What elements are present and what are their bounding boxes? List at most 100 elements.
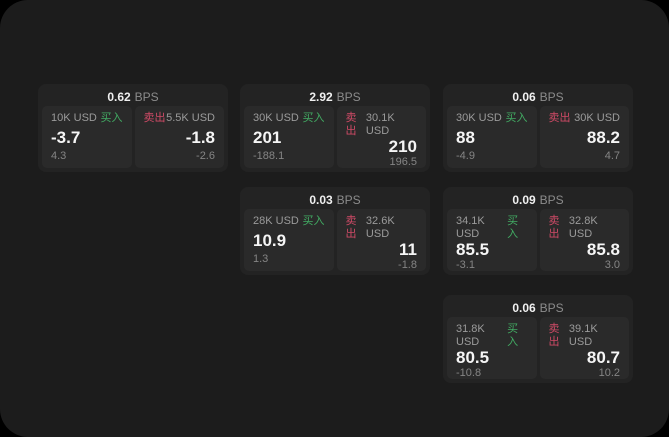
quote-card: 0.09 BPS 34.1K USD 买入 85.5 -3.1 卖出 32.8K USD 85.… [443, 187, 633, 275]
card-header: 0.62 BPS [42, 88, 224, 106]
sell-price-value: 80.7 [586, 348, 620, 367]
bps-value: 0.06 [512, 301, 536, 315]
sell-price-value: 11 [399, 240, 417, 259]
sell-top-row: 卖出 30K USD [549, 112, 621, 125]
buy-panel[interactable]: 30K USD 买入 88 -4.9 [447, 106, 537, 168]
buy-notional-label: 28K USD [253, 215, 299, 227]
buy-notional-label: 31.8K USD [456, 323, 485, 348]
buy-panel[interactable]: 34.1K USD 买入 85.5 -3.1 [447, 209, 537, 271]
buy-side-label: 买入 [302, 112, 325, 124]
sell-panel[interactable]: 卖出 30.1K USD 210 196.5 [336, 106, 426, 168]
buy-top-row: 30K USD 买入 [456, 112, 528, 125]
buy-delta-value: -4.9 [456, 150, 475, 162]
quote-card: 0.06 BPS 31.8K USD 买入 80.5 -10.8 卖出 39.1K USD 80… [443, 295, 633, 383]
buy-delta-value: -10.8 [456, 367, 482, 379]
sell-notional-label: 32.8K USD [568, 215, 598, 240]
buy-notional-label: 30K USD [456, 112, 502, 124]
bps-value: 0.03 [309, 193, 333, 207]
sell-panel[interactable]: 卖出 39.1K USD 80.7 10.2 [539, 317, 629, 379]
sell-delta-value: 10.2 [598, 367, 620, 379]
quote-panels: 30K USD 买入 88 -4.9 卖出 30K USD 88.2 4.7 [447, 106, 629, 168]
sell-price-value: 210 [388, 137, 417, 156]
buy-top-row: 28K USD 买入 [253, 215, 325, 228]
buy-price-value: 80.5 [456, 348, 490, 367]
buy-notional-label: 30K USD [253, 112, 299, 124]
sell-top-row: 卖出 39.1K USD [549, 323, 621, 349]
sell-price-value: 85.8 [586, 240, 620, 259]
card-header: 2.92 BPS [244, 88, 426, 106]
card-header: 0.09 BPS [447, 191, 629, 209]
sell-notional-label: 30.1K USD [365, 112, 395, 137]
bps-value: 0.62 [107, 90, 131, 104]
buy-notional-label: 10K USD [51, 112, 97, 124]
buy-price-value: 88 [456, 127, 475, 147]
sell-top-row: 卖出 30.1K USD [346, 112, 418, 138]
sell-panel[interactable]: 卖出 32.8K USD 85.8 3.0 [539, 209, 629, 271]
sell-panel[interactable]: 卖出 30K USD 88.2 4.7 [539, 106, 629, 168]
buy-top-row: 34.1K USD 买入 [456, 215, 528, 241]
bps-unit-label: BPS [336, 193, 361, 207]
bps-unit-label: BPS [539, 193, 564, 207]
buy-delta-value: -188.1 [253, 150, 285, 162]
card-header: 0.03 BPS [244, 191, 426, 209]
buy-panel[interactable]: 10K USD 买入 -3.7 4.3 [42, 106, 132, 168]
buy-delta-value: 4.3 [51, 150, 67, 162]
sell-side-label: 卖出 [548, 215, 560, 240]
buy-side-label: 买入 [302, 215, 325, 227]
buy-delta-value: 1.3 [253, 253, 269, 265]
buy-top-row: 30K USD 买入 [253, 112, 325, 125]
buy-price-value: 10.9 [253, 230, 287, 250]
sell-notional-label: 39.1K USD [568, 323, 598, 348]
sell-side-label: 卖出 [143, 112, 166, 124]
quote-card: 2.92 BPS 30K USD 买入 201 -188.1 卖出 30.1K USD 210 1… [240, 84, 430, 172]
sell-side-label: 卖出 [345, 112, 357, 137]
quote-panels: 30K USD 买入 201 -188.1 卖出 30.1K USD 210 196.5 [244, 106, 426, 168]
sell-top-row: 卖出 5.5K USD [144, 112, 216, 125]
buy-side-label: 买入 [507, 215, 519, 240]
buy-panel[interactable]: 30K USD 买入 201 -188.1 [244, 106, 334, 168]
bps-unit-label: BPS [539, 301, 564, 315]
sell-delta-value: 3.0 [604, 259, 620, 271]
sell-delta-value: -1.8 [398, 259, 417, 271]
bps-unit-label: BPS [539, 90, 564, 104]
card-header: 0.06 BPS [447, 299, 629, 317]
sell-panel[interactable]: 卖出 5.5K USD -1.8 -2.6 [134, 106, 224, 168]
bps-value: 2.92 [309, 90, 333, 104]
buy-side-label: 买入 [505, 112, 528, 124]
sell-notional-label: 32.6K USD [365, 215, 395, 240]
bps-unit-label: BPS [336, 90, 361, 104]
buy-top-row: 10K USD 买入 [51, 112, 123, 125]
sell-top-row: 卖出 32.6K USD [346, 215, 418, 241]
buy-side-label: 买入 [100, 112, 123, 124]
buy-price-value: 201 [253, 127, 282, 147]
buy-price-value: 85.5 [456, 240, 490, 259]
sell-side-label: 卖出 [548, 323, 560, 348]
sell-panel[interactable]: 卖出 32.6K USD 11 -1.8 [336, 209, 426, 271]
bps-value: 0.09 [512, 193, 536, 207]
sell-price-value: 88.2 [586, 127, 620, 147]
sell-side-label: 卖出 [345, 215, 357, 240]
quote-panels: 34.1K USD 买入 85.5 -3.1 卖出 32.8K USD 85.8 3.0 [447, 209, 629, 271]
sell-delta-value: -2.6 [196, 150, 215, 162]
quote-panels: 10K USD 买入 -3.7 4.3 卖出 5.5K USD -1.8 -2.6 [42, 106, 224, 168]
sell-notional-label: 5.5K USD [166, 112, 215, 124]
quote-panels: 31.8K USD 买入 80.5 -10.8 卖出 39.1K USD 80.7 10.2 [447, 317, 629, 379]
buy-side-label: 买入 [507, 323, 519, 348]
buy-notional-label: 34.1K USD [456, 215, 485, 240]
sell-notional-label: 30K USD [574, 112, 620, 124]
quote-panels: 28K USD 买入 10.9 1.3 卖出 32.6K USD 11 -1.8 [244, 209, 426, 271]
sell-top-row: 卖出 32.8K USD [549, 215, 621, 241]
quote-card: 0.62 BPS 10K USD 买入 -3.7 4.3 卖出 5.5K USD -1.8 -2.… [38, 84, 228, 172]
buy-panel[interactable]: 31.8K USD 买入 80.5 -10.8 [447, 317, 537, 379]
sell-side-label: 卖出 [548, 112, 571, 124]
quote-card: 0.06 BPS 30K USD 买入 88 -4.9 卖出 30K USD 88.2 4.7 [443, 84, 633, 172]
buy-top-row: 31.8K USD 买入 [456, 323, 528, 349]
sell-delta-value: 4.7 [604, 150, 620, 162]
buy-panel[interactable]: 28K USD 买入 10.9 1.3 [244, 209, 334, 271]
card-header: 0.06 BPS [447, 88, 629, 106]
sell-price-value: -1.8 [185, 127, 215, 147]
sell-delta-value: 196.5 [389, 156, 417, 168]
bps-unit-label: BPS [134, 90, 159, 104]
buy-delta-value: -3.1 [456, 259, 475, 271]
